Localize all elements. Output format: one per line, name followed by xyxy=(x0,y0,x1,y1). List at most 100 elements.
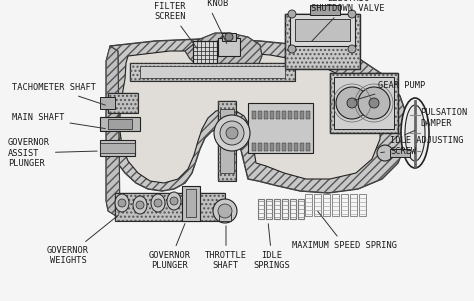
Text: GOVERNOR
WEIGHTS: GOVERNOR WEIGHTS xyxy=(47,215,119,265)
Bar xyxy=(258,199,264,219)
Circle shape xyxy=(225,33,233,41)
Circle shape xyxy=(288,45,296,53)
Circle shape xyxy=(220,121,244,145)
Text: MAIN SHAFT: MAIN SHAFT xyxy=(12,113,105,129)
Circle shape xyxy=(348,45,356,53)
Bar xyxy=(359,194,366,216)
Bar xyxy=(264,143,268,151)
Bar xyxy=(288,143,292,151)
Circle shape xyxy=(154,199,162,207)
Bar xyxy=(115,193,225,221)
Circle shape xyxy=(170,197,178,205)
Text: GEAR PUMP: GEAR PUMP xyxy=(355,82,425,100)
Bar xyxy=(100,117,140,131)
Bar xyxy=(218,101,236,181)
Bar xyxy=(282,111,286,119)
Text: THROTTLE
SHAFT: THROTTLE SHAFT xyxy=(205,226,247,270)
Circle shape xyxy=(358,87,390,119)
Bar xyxy=(341,194,348,216)
Bar xyxy=(130,63,295,81)
Bar xyxy=(276,143,280,151)
Circle shape xyxy=(347,98,357,108)
Bar xyxy=(285,14,360,69)
Ellipse shape xyxy=(115,194,129,212)
Text: TACHOMETER SHAFT: TACHOMETER SHAFT xyxy=(12,83,105,105)
Bar xyxy=(323,194,330,216)
Bar xyxy=(186,189,196,217)
Bar xyxy=(270,143,274,151)
Bar xyxy=(306,143,310,151)
Bar xyxy=(305,194,312,216)
Polygon shape xyxy=(106,46,120,219)
Bar xyxy=(258,111,262,119)
Ellipse shape xyxy=(133,196,147,214)
Bar xyxy=(276,111,280,119)
Bar xyxy=(100,143,135,153)
Circle shape xyxy=(369,98,379,108)
Circle shape xyxy=(136,201,144,209)
Ellipse shape xyxy=(405,105,425,161)
Bar xyxy=(218,101,236,181)
Circle shape xyxy=(377,145,393,161)
Bar xyxy=(108,93,138,113)
Bar xyxy=(252,111,256,119)
Bar xyxy=(330,73,398,133)
Bar xyxy=(140,66,285,78)
Bar xyxy=(219,209,231,221)
Polygon shape xyxy=(185,33,262,73)
Text: MANUAL SHUTDOWN
     KNOB: MANUAL SHUTDOWN KNOB xyxy=(165,0,245,44)
Bar xyxy=(330,73,398,133)
Ellipse shape xyxy=(167,192,181,210)
Bar xyxy=(100,140,135,156)
Text: IDLE ADJUSTING
SCREW: IDLE ADJUSTING SCREW xyxy=(381,136,464,156)
Text: ELECTRIC
SHUTDOWN VALVE: ELECTRIC SHUTDOWN VALVE xyxy=(311,0,385,41)
Polygon shape xyxy=(108,39,408,193)
Bar xyxy=(310,5,340,15)
Bar xyxy=(306,111,310,119)
Circle shape xyxy=(214,115,250,151)
Ellipse shape xyxy=(401,98,429,168)
Bar xyxy=(288,111,292,119)
Bar xyxy=(300,143,304,151)
Circle shape xyxy=(218,204,232,218)
Bar xyxy=(258,143,262,151)
Bar xyxy=(314,194,321,216)
Text: PULSATION
DAMPER: PULSATION DAMPER xyxy=(404,108,467,135)
Ellipse shape xyxy=(151,194,165,212)
Circle shape xyxy=(118,199,126,207)
Text: GOVERNOR
ASSIST
PLUNGER: GOVERNOR ASSIST PLUNGER xyxy=(8,138,97,168)
Polygon shape xyxy=(120,51,380,183)
Bar xyxy=(332,194,339,216)
Bar xyxy=(282,143,286,151)
Bar xyxy=(220,109,234,173)
Bar xyxy=(390,149,410,157)
Bar xyxy=(115,193,225,221)
Bar xyxy=(285,14,360,69)
Circle shape xyxy=(336,87,368,119)
Bar xyxy=(270,111,274,119)
Text: IDLE
SPRINGS: IDLE SPRINGS xyxy=(254,224,291,270)
Bar xyxy=(266,199,272,219)
Bar xyxy=(264,111,268,119)
Text: GOVERNOR
PLUNGER: GOVERNOR PLUNGER xyxy=(149,224,191,270)
Bar xyxy=(222,33,236,41)
Bar xyxy=(298,199,304,219)
Bar xyxy=(218,38,240,56)
Bar xyxy=(193,41,217,63)
Bar xyxy=(108,93,138,113)
Bar xyxy=(350,194,357,216)
Bar xyxy=(282,199,288,219)
Text: FILTER
SCREEN: FILTER SCREEN xyxy=(154,2,197,49)
Bar xyxy=(274,199,280,219)
Bar xyxy=(130,63,295,81)
Bar xyxy=(100,97,115,109)
Circle shape xyxy=(348,10,356,18)
Bar xyxy=(193,41,217,63)
Bar xyxy=(334,77,394,129)
Bar xyxy=(290,14,355,46)
Bar xyxy=(294,143,298,151)
Bar xyxy=(290,199,296,219)
Bar xyxy=(294,111,298,119)
Circle shape xyxy=(213,199,237,223)
Bar xyxy=(300,111,304,119)
